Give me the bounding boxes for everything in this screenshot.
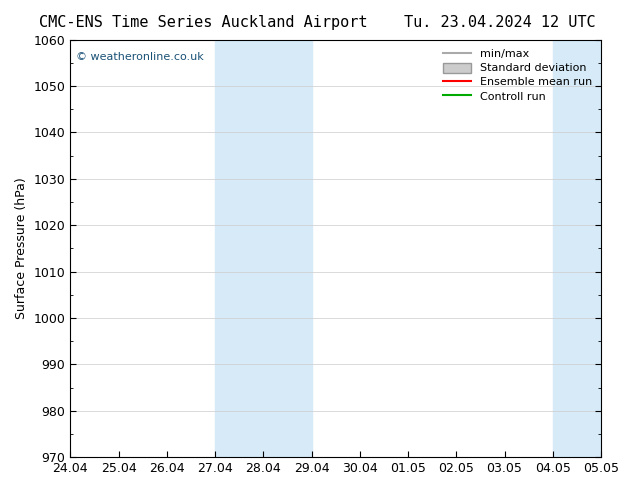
Text: © weatheronline.co.uk: © weatheronline.co.uk <box>75 52 204 62</box>
Legend: min/max, Standard deviation, Ensemble mean run, Controll run: min/max, Standard deviation, Ensemble me… <box>440 45 595 105</box>
Bar <box>553 40 601 457</box>
Text: CMC-ENS Time Series Auckland Airport    Tu. 23.04.2024 12 UTC: CMC-ENS Time Series Auckland Airport Tu.… <box>39 15 595 30</box>
Y-axis label: Surface Pressure (hPa): Surface Pressure (hPa) <box>15 177 28 319</box>
Bar <box>215 40 311 457</box>
